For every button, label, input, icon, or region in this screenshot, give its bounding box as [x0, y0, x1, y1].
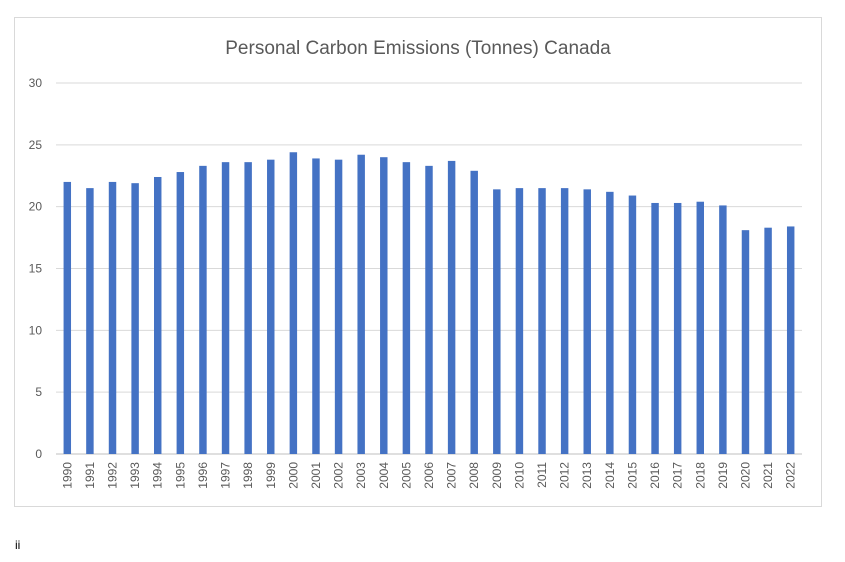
x-tick-label: 1991	[83, 462, 97, 489]
y-tick-label: 20	[29, 200, 43, 214]
bar-2019	[719, 205, 727, 454]
bar-2002	[334, 159, 343, 455]
bar-2010	[515, 188, 524, 454]
x-tick-label: 2015	[625, 462, 639, 489]
bar-2001	[312, 158, 320, 454]
bar-2005	[402, 162, 411, 454]
y-tick-label: 5	[35, 385, 42, 399]
bar-2016	[651, 202, 659, 454]
x-tick-label: 2010	[512, 462, 526, 489]
bar-2009	[493, 189, 501, 454]
bar-2015	[628, 195, 637, 455]
bar-1990	[63, 181, 72, 454]
x-tick-label: 1999	[264, 462, 278, 489]
bar-2006	[425, 165, 433, 455]
x-tick-label: 2013	[580, 462, 594, 489]
bar-2014	[606, 191, 614, 454]
x-tick-label: 2020	[738, 462, 752, 489]
bar-2022	[786, 226, 795, 454]
bar-2020	[741, 230, 750, 454]
x-tick-label: 2018	[693, 462, 707, 489]
chart-title: Personal Carbon Emissions (Tonnes) Canad…	[225, 38, 611, 59]
bar-1999	[267, 159, 275, 455]
y-tick-label: 30	[29, 76, 43, 90]
x-tick-label: 2001	[309, 462, 323, 489]
bar-2013	[583, 189, 591, 454]
x-tick-label: 2002	[332, 462, 346, 489]
chart-area	[14, 17, 822, 507]
y-tick-label: 15	[29, 262, 43, 276]
bar-1992	[108, 181, 117, 454]
x-tick-label: 2007	[445, 462, 459, 489]
x-tick-label: 1996	[196, 462, 210, 489]
bar-1996	[199, 165, 207, 455]
bar-1994	[154, 176, 162, 455]
bar-1997	[221, 162, 230, 454]
bar-2012	[560, 188, 569, 454]
x-tick-label: 2006	[422, 462, 436, 489]
y-tick-label: 25	[29, 138, 43, 152]
x-tick-label: 2000	[286, 462, 300, 489]
x-tick-label: 1995	[173, 462, 187, 489]
y-tick-label: 0	[35, 447, 42, 461]
bar-1991	[86, 188, 94, 454]
x-tick-label: 2004	[377, 462, 391, 489]
bar-2007	[447, 160, 456, 454]
x-tick-label: 1997	[219, 462, 233, 489]
x-tick-label: 1998	[241, 462, 255, 489]
x-tick-label: 2021	[761, 462, 775, 489]
x-tick-label: 1993	[128, 462, 142, 489]
bar-1995	[176, 172, 185, 455]
x-tick-label: 2005	[399, 462, 413, 489]
x-tick-label: 2017	[671, 462, 685, 489]
bar-2004	[380, 157, 388, 454]
bar-2018	[696, 201, 704, 454]
bar-2021	[764, 227, 772, 454]
bar-2017	[673, 202, 682, 454]
bar-2008	[470, 170, 478, 455]
x-tick-label: 2012	[558, 462, 572, 489]
x-tick-label: 2003	[354, 462, 368, 489]
x-tick-label: 2016	[648, 462, 662, 489]
y-tick-label: 10	[29, 323, 43, 337]
x-tick-label: 1992	[106, 462, 120, 489]
bar-2011	[538, 188, 546, 454]
x-tick-label: 2011	[535, 462, 549, 488]
x-tick-label: 2014	[603, 462, 617, 489]
bar-1998	[244, 162, 252, 454]
x-axis-ticks: 1990 1991 1992 1993 1994 1995 1996 1997 1998 1999…	[60, 462, 797, 489]
footnote: ii	[15, 538, 21, 552]
x-tick-label: 1994	[151, 462, 165, 489]
x-tick-label: 2019	[716, 462, 730, 489]
bar-1993	[131, 183, 139, 455]
x-tick-label: 2009	[490, 462, 504, 489]
y-axis-ticks: 0 5 10 15 20 25 30	[29, 76, 43, 461]
x-tick-label: 2008	[467, 462, 481, 489]
x-tick-label: 2022	[784, 462, 798, 489]
bar-2000	[289, 152, 298, 454]
bars	[63, 152, 795, 455]
bar-2003	[357, 154, 365, 455]
x-tick-label: 1990	[60, 462, 74, 489]
